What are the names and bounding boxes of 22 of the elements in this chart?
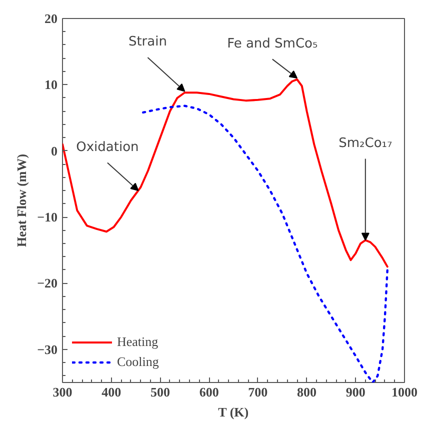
y-tick-label: 20: [44, 11, 58, 26]
x-tick-label: 700: [248, 384, 268, 400]
y-tick-label: −30: [37, 342, 58, 357]
x-tick-label: 500: [150, 384, 170, 400]
annotation: Fe and SmCo₅: [227, 36, 318, 52]
annotation: Sm₂Co₁₇: [338, 136, 392, 151]
x-tick-label: 1000: [392, 384, 418, 400]
y-tick-label: 10: [44, 77, 58, 92]
annotation: Strain: [128, 34, 167, 50]
annotation: Oxidation: [76, 140, 139, 155]
x-tick-label: 800: [297, 384, 317, 400]
x-tick-label: 900: [346, 384, 366, 400]
y-tick-label: 0: [51, 143, 58, 158]
y-tick-label: −20: [37, 276, 58, 291]
legend-label: Heating: [117, 334, 158, 350]
legend-label: Cooling: [117, 354, 159, 370]
y-axis-title: Heat Flow (mW): [14, 154, 30, 248]
x-axis-title: T (K): [218, 404, 249, 420]
y-tick-label: −10: [37, 210, 58, 225]
x-tick-label: 400: [102, 384, 122, 400]
x-tick-label: 300: [52, 384, 72, 400]
x-tick-label: 600: [199, 384, 219, 400]
